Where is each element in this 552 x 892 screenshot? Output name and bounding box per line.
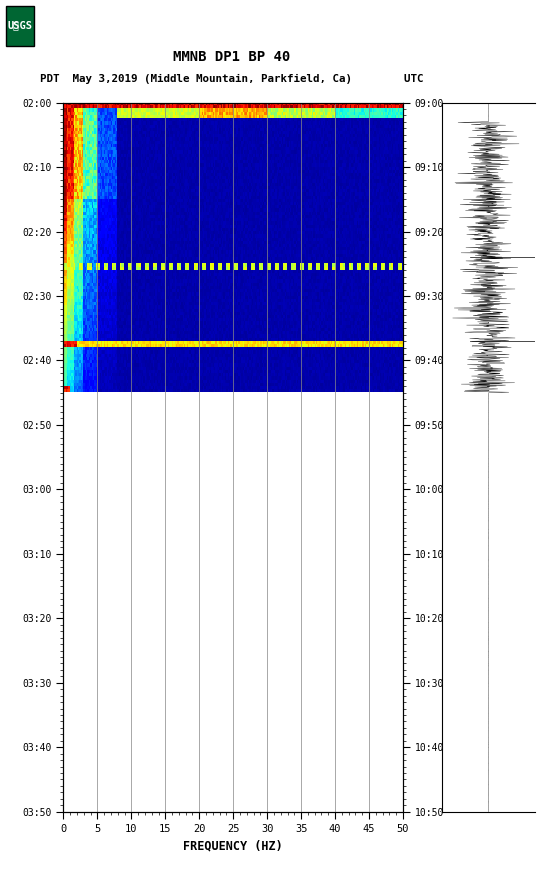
Text: USGS: USGS <box>7 21 33 31</box>
FancyBboxPatch shape <box>6 6 34 46</box>
X-axis label: FREQUENCY (HZ): FREQUENCY (HZ) <box>183 839 283 852</box>
Text: ⛰: ⛰ <box>12 21 18 30</box>
Text: PDT  May 3,2019 (Middle Mountain, Parkfield, Ca)        UTC: PDT May 3,2019 (Middle Mountain, Parkfie… <box>40 74 423 84</box>
Text: MMNB DP1 BP 40: MMNB DP1 BP 40 <box>173 50 290 64</box>
